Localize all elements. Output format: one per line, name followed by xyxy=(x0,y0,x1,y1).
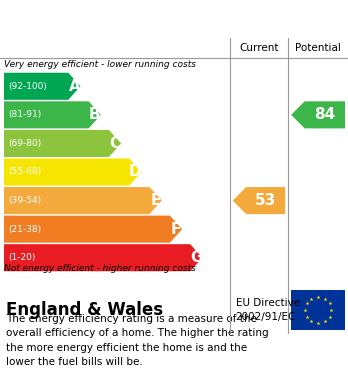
Text: E: E xyxy=(150,193,161,208)
Polygon shape xyxy=(291,101,345,128)
Text: (81-91): (81-91) xyxy=(8,110,41,119)
Text: England & Wales: England & Wales xyxy=(6,301,163,319)
Text: (21-38): (21-38) xyxy=(8,225,41,234)
Text: D: D xyxy=(129,165,142,179)
Text: Very energy efficient - lower running costs: Very energy efficient - lower running co… xyxy=(4,60,196,69)
Text: (55-68): (55-68) xyxy=(8,167,41,176)
Text: C: C xyxy=(110,136,121,151)
Polygon shape xyxy=(4,158,141,186)
Text: 84: 84 xyxy=(314,108,335,122)
Text: A: A xyxy=(69,79,80,94)
Text: (69-80): (69-80) xyxy=(8,139,41,148)
Text: (92-100): (92-100) xyxy=(8,82,47,91)
Text: Energy Efficiency Rating: Energy Efficiency Rating xyxy=(8,10,237,28)
Text: EU Directive
2002/91/EC: EU Directive 2002/91/EC xyxy=(236,298,300,322)
Text: The energy efficiency rating is a measure of the
overall efficiency of a home. T: The energy efficiency rating is a measur… xyxy=(6,314,269,367)
FancyBboxPatch shape xyxy=(291,290,345,330)
Polygon shape xyxy=(4,215,182,243)
Text: (1-20): (1-20) xyxy=(8,253,35,262)
Text: (39-54): (39-54) xyxy=(8,196,41,205)
Polygon shape xyxy=(4,187,162,214)
Text: F: F xyxy=(171,222,181,237)
Text: Not energy efficient - higher running costs: Not energy efficient - higher running co… xyxy=(4,264,196,273)
Text: B: B xyxy=(89,108,101,122)
Text: G: G xyxy=(190,250,203,265)
Polygon shape xyxy=(4,130,121,157)
Polygon shape xyxy=(4,101,101,128)
Polygon shape xyxy=(4,73,80,100)
Text: 53: 53 xyxy=(255,193,276,208)
Polygon shape xyxy=(4,244,203,271)
Text: Potential: Potential xyxy=(295,43,341,53)
Polygon shape xyxy=(233,187,285,214)
Text: Current: Current xyxy=(239,43,279,53)
